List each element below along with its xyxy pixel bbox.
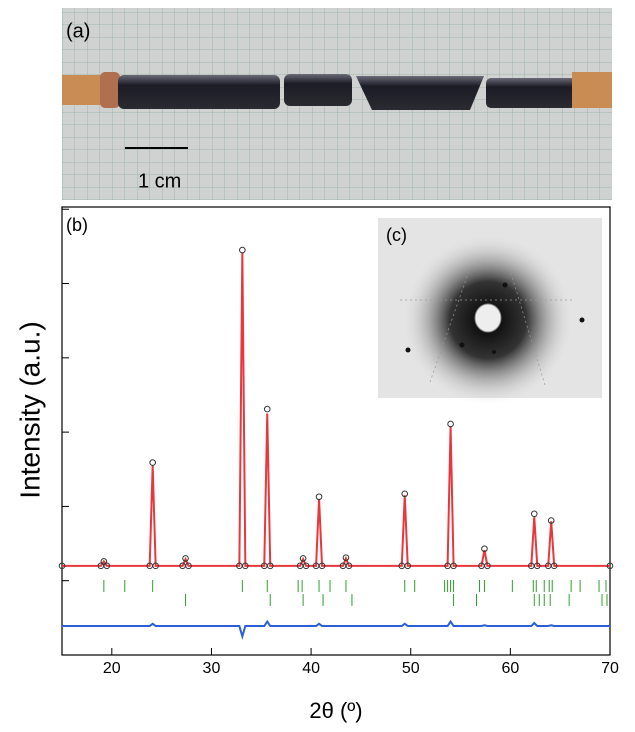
observed-point <box>533 562 541 570</box>
photo-panel-a: (a) 1 cm <box>62 8 612 200</box>
observed-point <box>530 510 538 518</box>
x-tick-label: 70 <box>601 660 619 677</box>
plot-frame <box>61 206 611 656</box>
observed-point <box>547 517 555 524</box>
observed-point <box>242 562 249 570</box>
observed-point <box>182 555 189 562</box>
observed-point <box>185 562 192 570</box>
observed-point <box>100 558 108 565</box>
observed-point <box>550 562 558 570</box>
x-tick-label: 60 <box>501 660 519 677</box>
observed-point <box>315 493 323 501</box>
observed-point <box>302 562 310 570</box>
series-line <box>62 619 610 641</box>
x-tick-label: 30 <box>203 660 221 677</box>
observed-point <box>484 562 491 570</box>
panel-label: (c) <box>386 225 407 245</box>
observed-point <box>103 562 111 570</box>
panel-label: (b) <box>66 215 88 235</box>
observed-point <box>450 562 457 570</box>
observed-point <box>58 562 66 570</box>
scale-bar-label: 1 cm <box>138 170 181 192</box>
observed-point <box>318 562 326 570</box>
observed-point <box>152 562 159 570</box>
panel-label: (a) <box>66 20 90 42</box>
observed-point <box>404 562 412 570</box>
series-line <box>62 252 610 567</box>
x-tick-label: 50 <box>402 660 420 677</box>
observed-point <box>345 562 353 570</box>
observed-point <box>263 405 271 413</box>
observed-point <box>299 555 307 562</box>
observed-point <box>606 562 614 570</box>
observed-point <box>239 246 246 254</box>
x-tick-label: 40 <box>302 660 320 677</box>
observed-point <box>149 459 156 466</box>
observed-point <box>401 490 409 498</box>
photo-inset-c <box>378 218 602 405</box>
observed-point <box>342 554 350 561</box>
observed-point <box>447 420 454 428</box>
y-axis-label: Intensity (a.u.) <box>14 321 45 498</box>
observed-point <box>481 545 488 553</box>
x-tick-label: 20 <box>103 660 121 677</box>
observed-point <box>266 562 274 570</box>
x-axis-label: 2θ (º) <box>309 698 362 723</box>
